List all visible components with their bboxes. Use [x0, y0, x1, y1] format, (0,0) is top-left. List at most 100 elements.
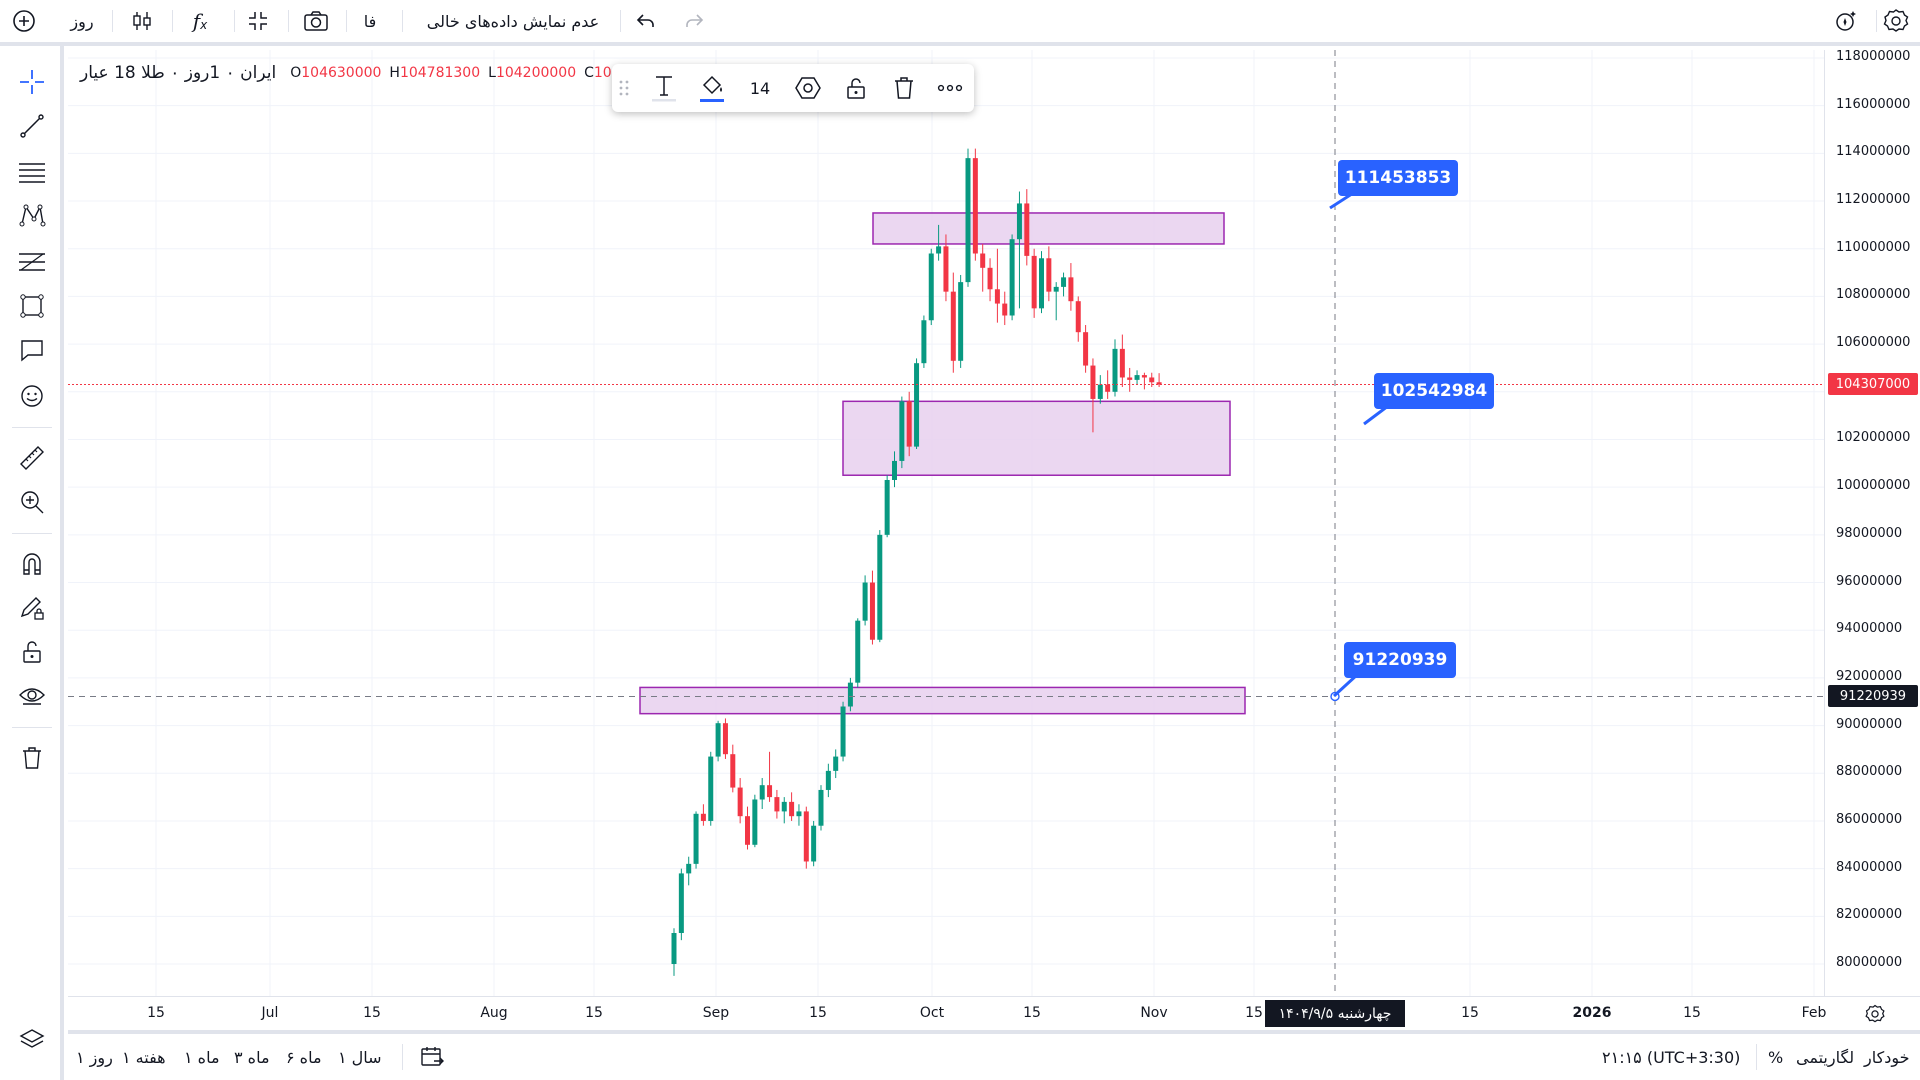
- drawing-toolbar: [0, 46, 64, 1080]
- trend-line-icon[interactable]: [12, 106, 52, 146]
- price-callout-3[interactable]: 91220939: [1344, 642, 1456, 678]
- candle-body: [972, 158, 978, 254]
- legend-o-value: 104630000: [301, 65, 382, 81]
- undo-icon[interactable]: [628, 0, 664, 42]
- price-tick: 82000000: [1836, 907, 1903, 923]
- candle-body: [715, 723, 721, 757]
- candle-body: [1134, 375, 1140, 380]
- fill-color-icon[interactable]: [694, 70, 730, 106]
- time-tick: 15: [363, 1005, 381, 1021]
- range-1d[interactable]: روز ۱: [76, 1047, 113, 1067]
- trash-icon[interactable]: [12, 738, 52, 778]
- range-1m[interactable]: ماه ۱: [184, 1047, 220, 1067]
- price-tick: 84000000: [1836, 859, 1903, 875]
- eye-icon[interactable]: [12, 676, 52, 716]
- range-1w[interactable]: هفته ۱: [122, 1047, 166, 1067]
- auto-toggle[interactable]: خودکار: [1864, 1047, 1910, 1067]
- pattern-icon[interactable]: [12, 196, 52, 236]
- axis-settings-icon[interactable]: [1860, 1000, 1890, 1028]
- candles-icon[interactable]: [124, 0, 160, 42]
- delete-icon[interactable]: [886, 70, 922, 106]
- price-axis[interactable]: [1824, 50, 1920, 996]
- candle-body: [825, 770, 831, 790]
- unlock-icon[interactable]: [12, 632, 52, 672]
- legend-l-value: 104200000: [495, 65, 577, 81]
- time-tick: 15: [1461, 1005, 1479, 1021]
- range-3m[interactable]: ماه ۳: [234, 1047, 270, 1067]
- lock-pencil-icon[interactable]: [12, 588, 52, 628]
- interval-button[interactable]: روز: [70, 11, 94, 31]
- text-icon[interactable]: [646, 70, 682, 106]
- candle-body: [884, 480, 890, 535]
- smiley-icon[interactable]: [12, 376, 52, 416]
- candle-body: [730, 754, 736, 788]
- add-symbol-icon[interactable]: [6, 0, 42, 42]
- percent-toggle[interactable]: %: [1768, 1047, 1784, 1067]
- range-6m[interactable]: ماه ۶: [286, 1047, 322, 1067]
- candle-body: [722, 723, 728, 755]
- candle-body: [906, 401, 912, 447]
- candle-body: [767, 785, 773, 798]
- candle-body: [1090, 365, 1096, 399]
- price-tick: 94000000: [1836, 621, 1903, 637]
- candle-body: [936, 246, 942, 254]
- comment-icon[interactable]: [12, 330, 52, 370]
- empty-data-toggle[interactable]: عدم نمایش داده‌های خالی: [426, 11, 600, 31]
- camera-icon[interactable]: [298, 0, 334, 42]
- candle-body: [950, 291, 956, 361]
- price-tick: 116000000: [1836, 96, 1911, 112]
- candle-body: [965, 158, 971, 283]
- candle-body: [1053, 286, 1059, 292]
- candle-body: [1002, 303, 1008, 316]
- horizontal-lines-icon[interactable]: [12, 152, 52, 192]
- candle-body: [803, 811, 809, 862]
- font-size-button[interactable]: 14: [749, 78, 771, 98]
- candle-body: [759, 785, 765, 800]
- fib-levels-icon[interactable]: [12, 242, 52, 282]
- time-zone-display[interactable]: ۲۱:۱۵ (UTC+3:30): [1602, 1047, 1741, 1067]
- time-tick: Feb: [1801, 1005, 1827, 1021]
- price-tick: 88000000: [1836, 764, 1903, 780]
- candle-body: [892, 460, 897, 481]
- price-chart[interactable]: [68, 50, 1824, 996]
- time-tick: 15: [147, 1005, 165, 1021]
- candle-body: [1119, 348, 1125, 378]
- range-1y[interactable]: سال ۱: [338, 1047, 382, 1067]
- lock-open-icon[interactable]: [838, 70, 874, 106]
- time-tick: 15: [1245, 1005, 1263, 1021]
- gear-icon[interactable]: [1878, 0, 1914, 42]
- candle-body: [1112, 348, 1118, 392]
- zoom-in-icon[interactable]: [12, 482, 52, 522]
- ruler-icon[interactable]: [12, 438, 52, 478]
- candle-body: [752, 799, 758, 845]
- candle-body: [943, 246, 949, 292]
- candle-body: [958, 282, 964, 361]
- price-tick: 108000000: [1836, 287, 1911, 303]
- magnet-icon[interactable]: [12, 544, 52, 584]
- time-axis[interactable]: [68, 996, 1920, 1030]
- symbol-title[interactable]: ایران ۰ 1روز ۰ طلا 18 عیار: [80, 63, 277, 83]
- drag-handle-icon[interactable]: [614, 70, 634, 106]
- layers-icon[interactable]: [12, 1020, 52, 1060]
- language-button[interactable]: فا: [363, 11, 377, 31]
- settings-hexagon-icon[interactable]: [790, 70, 826, 106]
- candle-body: [1046, 258, 1052, 292]
- sparkle-settings-icon[interactable]: [1828, 0, 1864, 42]
- crosshair-icon[interactable]: [12, 62, 52, 102]
- rectangle-shape-icon[interactable]: [12, 286, 52, 326]
- price-tick: 106000000: [1836, 335, 1911, 351]
- log-toggle[interactable]: لگاریتمی: [1796, 1047, 1855, 1067]
- price-callout-1[interactable]: 111453853: [1338, 160, 1458, 196]
- candle-body: [1039, 258, 1044, 309]
- price-tick: 90000000: [1836, 716, 1903, 732]
- candle-body: [921, 320, 927, 364]
- price-callout-2[interactable]: 102542984: [1374, 373, 1494, 409]
- more-icon[interactable]: [932, 70, 968, 106]
- fullscreen-collapse-icon[interactable]: [240, 0, 276, 42]
- candle-body: [840, 706, 846, 757]
- redo-icon[interactable]: [676, 0, 712, 42]
- date-range-calendar-icon[interactable]: [416, 1034, 448, 1080]
- candle-body: [700, 813, 706, 821]
